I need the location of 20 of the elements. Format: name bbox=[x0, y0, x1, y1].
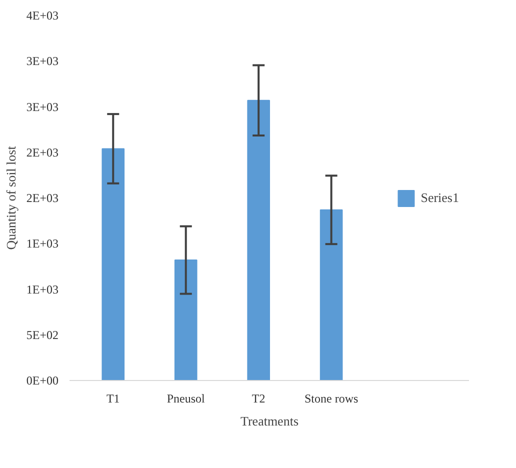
y-tick-label: 2E+03 bbox=[26, 145, 59, 160]
y-tick-label: 0E+00 bbox=[26, 374, 59, 388]
bar bbox=[174, 260, 198, 380]
legend-label: Series1 bbox=[420, 190, 459, 206]
y-tick-label: 2E+03 bbox=[26, 191, 59, 205]
x-tick-label: T2 bbox=[252, 392, 266, 406]
y-tick-label: 3E+03 bbox=[26, 100, 59, 114]
x-tick-label: Pneusol bbox=[166, 392, 206, 406]
y-tick-label: 5E+02 bbox=[26, 328, 59, 342]
bar bbox=[320, 209, 343, 380]
x-tick-label: Stone rows bbox=[304, 392, 358, 406]
y-tick-label: 1E+03 bbox=[26, 282, 59, 296]
y-tick-label: 3E+03 bbox=[26, 54, 59, 68]
bar bbox=[247, 100, 270, 380]
x-axis-title: Treatments bbox=[240, 414, 299, 428]
bar bbox=[102, 148, 125, 380]
y-tick-label: 4E+03 bbox=[26, 8, 59, 22]
y-tick-label: 1E+03 bbox=[26, 236, 59, 251]
x-tick-label: T1 bbox=[106, 392, 120, 406]
y-axis-title: Quantity of soil lost bbox=[3, 146, 18, 250]
